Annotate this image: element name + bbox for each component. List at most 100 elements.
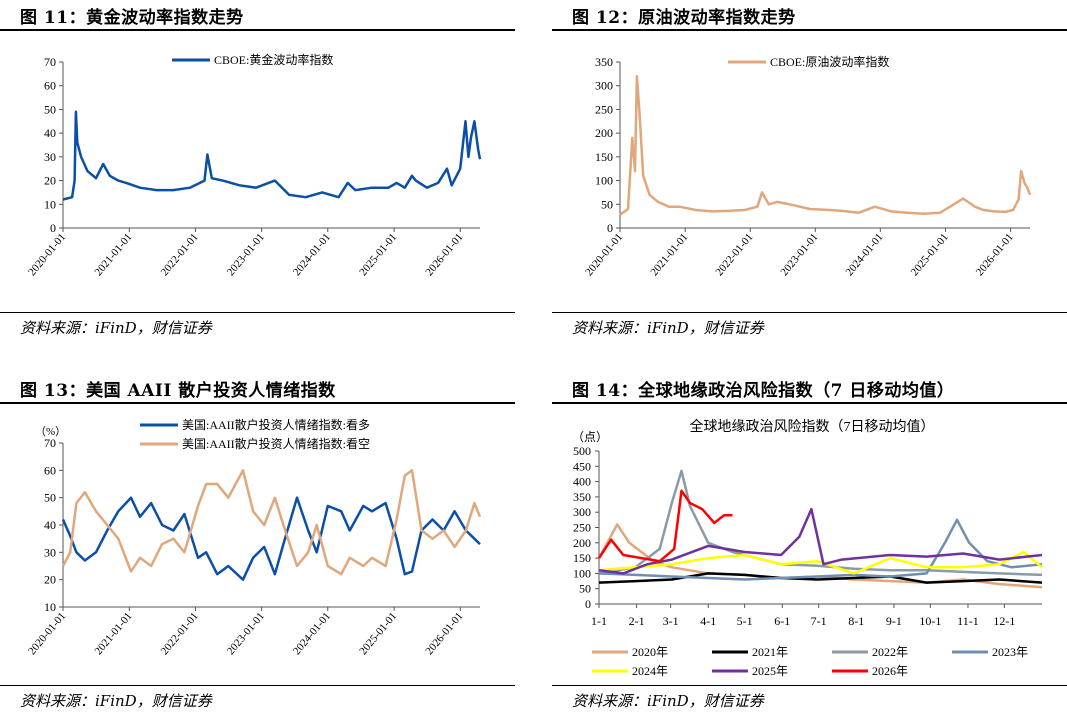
legend-label: 2026年: [872, 664, 908, 678]
y-tick-label: 40: [44, 126, 56, 140]
x-tick-label: 4-1: [700, 614, 716, 628]
bottom-rule: [552, 312, 1067, 313]
y-unit-label: （%）: [35, 425, 66, 438]
series-line: [61, 496, 481, 581]
y-tick-label: 0: [607, 221, 613, 235]
aaii-sentiment-chart: 10 20 30 40 50 60 70 2020-01-01 2021-01-01 2022-0…: [26, 417, 482, 657]
x-tick-label: 2021-01-01: [92, 610, 134, 657]
y-tick-label: 150: [573, 551, 591, 565]
y-tick-label: 500: [573, 444, 591, 458]
y-tick-label: 0: [50, 221, 56, 235]
x-tick-label: 2024-01-01: [843, 231, 885, 278]
y-unit-label: （点）: [572, 430, 608, 444]
x-tick-label: 3-1: [663, 614, 679, 628]
y-tick-label: 100: [573, 566, 591, 580]
x-tick-label: 2021-01-01: [648, 231, 690, 278]
panel-title: 图 14：全球地缘政治风险指数（7 日移动均值）: [572, 381, 955, 401]
title-rule: [0, 29, 515, 31]
x-tick-label: 2022-01-01: [159, 610, 201, 657]
y-tick-label: 200: [595, 126, 613, 140]
y-tick-label: 30: [44, 150, 56, 164]
legend-label: 2020年: [632, 645, 668, 659]
x-tick-label: 2026-01-01: [423, 610, 465, 657]
panel-title: 图 12：原油波动率指数走势: [572, 8, 796, 28]
x-tick-label: 2020-01-01: [583, 231, 625, 278]
y-tick-label: 350: [573, 490, 591, 504]
bottom-rule: [0, 685, 515, 686]
title-rule: [552, 29, 1067, 31]
y-tick-label: 50: [44, 102, 56, 116]
x-tick-label: 2026-01-01: [423, 231, 465, 278]
geopolitical-risk-chart: 全球地缘政治风险指数（7日移动均值）（点）0501001502002503003…: [572, 418, 1043, 678]
y-tick-label: 150: [595, 150, 613, 164]
y-tick-label: 0: [585, 597, 591, 611]
y-tick-label: 300: [573, 505, 591, 519]
x-tick-label: 2023-01-01: [225, 610, 267, 657]
y-tick-label: 350: [595, 55, 613, 69]
legend-label: 美国:AAII散户投资人情绪指数:看多: [182, 417, 370, 432]
series-line: [598, 518, 1043, 581]
bottom-rule: [0, 312, 515, 313]
y-tick-label: 250: [595, 102, 613, 116]
source-note: 资料来源：iFinD，财信证券: [572, 319, 764, 337]
gold-volatility-chart: 0 10 20 30 40 50 60 70 2020-01-01 2021-01-01 2022-…: [26, 52, 482, 278]
x-tick-label: 2025-01-01: [357, 610, 399, 657]
x-tick-label: 7-1: [811, 614, 827, 628]
x-tick-label: 2020-01-01: [26, 231, 68, 278]
y-tick-label: 50: [44, 491, 56, 505]
x-tick-label: 2023-01-01: [778, 231, 820, 278]
x-tick-label: 8-1: [848, 614, 864, 628]
y-tick-label: 50: [601, 197, 613, 211]
legend-label: 2024年: [632, 664, 668, 678]
x-tick-label: 10-1: [919, 614, 941, 628]
series-line: [597, 489, 733, 563]
x-tick-label: 2023-01-01: [225, 231, 267, 278]
source-note: 资料来源：iFinD，财信证券: [20, 692, 212, 710]
y-tick-label: 200: [573, 536, 591, 550]
x-tick-label: 2024-01-01: [291, 610, 333, 657]
legend-label: CBOE:原油波动率指数: [770, 54, 889, 69]
x-tick-label: 2025-01-01: [357, 231, 399, 278]
y-tick-label: 40: [44, 518, 56, 532]
x-tick-label: 11-1: [957, 614, 979, 628]
source-note: 资料来源：iFinD，财信证券: [572, 692, 764, 710]
source-note: 资料来源：iFinD，财信证券: [20, 319, 212, 337]
x-tick-label: 2-1: [629, 614, 645, 628]
series-line: [61, 469, 482, 576]
legend-label: CBOE:黄金波动率指数: [214, 52, 333, 67]
x-tick-label: 2024-01-01: [291, 231, 333, 278]
legend-label: 2025年: [752, 664, 788, 678]
chart-title: 全球地缘政治风险指数（7日移动均值）: [690, 418, 935, 435]
x-tick-label: 2025-01-01: [909, 231, 951, 278]
y-tick-label: 60: [44, 79, 56, 93]
x-tick-label: 2022-01-01: [713, 231, 755, 278]
y-tick-label: 30: [44, 545, 56, 559]
y-tick-label: 70: [44, 55, 56, 69]
x-tick-label: 2021-01-01: [92, 231, 134, 278]
y-tick-label: 10: [44, 600, 56, 614]
y-tick-label: 50: [579, 582, 591, 596]
x-tick-label: 5-1: [737, 614, 753, 628]
x-tick-label: 9-1: [886, 614, 902, 628]
y-tick-label: 400: [573, 475, 591, 489]
y-tick-label: 250: [573, 521, 591, 535]
panel-title: 图 11：黄金波动率指数走势: [20, 8, 244, 28]
y-tick-label: 60: [44, 463, 56, 477]
y-tick-label: 70: [44, 436, 56, 450]
y-tick-label: 20: [44, 573, 56, 587]
x-tick-label: 1-1: [591, 614, 607, 628]
series-line: [619, 74, 1032, 216]
x-tick-label: 6-1: [774, 614, 790, 628]
legend-label: 2022年: [872, 645, 908, 659]
x-tick-label: 2022-01-01: [159, 231, 201, 278]
y-tick-label: 20: [44, 174, 56, 188]
bottom-rule: [552, 685, 1067, 686]
legend-label: 2023年: [992, 645, 1028, 659]
oil-volatility-chart: 0 50 100 150 200 250 300 350 2020-01-01 2021-01-0…: [583, 54, 1032, 278]
y-tick-label: 100: [595, 174, 613, 188]
legend-label: 美国:AAII散户投资人情绪指数:看空: [182, 436, 370, 451]
y-tick-label: 450: [573, 459, 591, 473]
title-rule: [552, 402, 1067, 404]
x-tick-label: 12-1: [993, 614, 1015, 628]
legend-label: 2021年: [752, 645, 788, 659]
